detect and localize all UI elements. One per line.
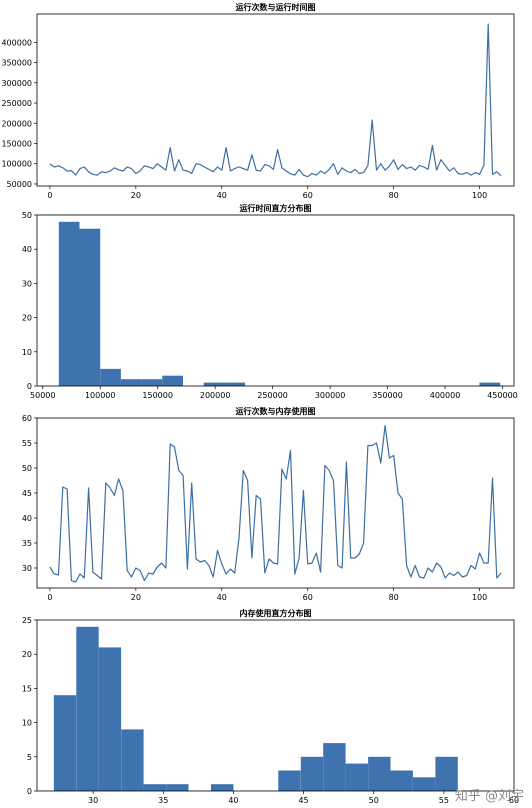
- plot-frame: [36, 214, 515, 387]
- x-tick-label: 200000: [200, 391, 231, 400]
- y-tick-label: 0: [27, 787, 32, 796]
- plot-frame: [36, 13, 515, 187]
- histogram-bar: [278, 770, 301, 791]
- y-tick-label: 20: [22, 314, 32, 323]
- series-line: [49, 424, 502, 583]
- x-tick-label: 20: [131, 593, 141, 602]
- x-tick-label: 40: [217, 191, 227, 200]
- histogram-bar: [203, 382, 225, 386]
- y-tick-label: 50: [22, 464, 32, 473]
- y-tick-label: 30: [22, 279, 32, 288]
- x-tick-label: 20: [131, 191, 141, 200]
- x-tick-label: 30: [88, 796, 98, 805]
- chart-title: 运行次数与内存使用图: [236, 406, 316, 416]
- x-tick-label: 50000: [30, 391, 55, 400]
- y-tick-label: 25: [22, 616, 32, 625]
- histogram-bar: [120, 379, 142, 386]
- chart-title: 运行次数与运行时间图: [236, 2, 316, 12]
- y-tick-label: 10: [22, 348, 32, 357]
- histogram-bar: [390, 770, 413, 791]
- histogram-bar: [76, 626, 99, 791]
- y-tick-label: 35: [22, 539, 32, 548]
- x-tick-label: 0: [47, 593, 52, 602]
- x-tick-label: 80: [389, 593, 399, 602]
- chart-title: 运行时间直方分布图: [240, 203, 312, 213]
- histogram-bar: [413, 777, 436, 791]
- y-tick-label: 0: [27, 382, 32, 391]
- x-tick-label: 450000: [487, 391, 518, 400]
- y-tick-label: 50000: [7, 180, 32, 189]
- y-tick-label: 150000: [1, 140, 32, 149]
- x-tick-label: 40: [228, 796, 238, 805]
- x-tick-label: 60: [303, 191, 313, 200]
- x-tick-label: 40: [217, 593, 227, 602]
- histogram-bar: [53, 695, 77, 791]
- y-tick-label: 40: [22, 245, 32, 254]
- y-tick-label: 10: [22, 719, 32, 728]
- y-tick-label: 200000: [1, 119, 32, 128]
- histogram-bar: [345, 763, 368, 791]
- x-tick-label: 80: [389, 191, 399, 200]
- histogram-bar: [121, 729, 144, 791]
- x-tick-label: 50: [369, 796, 379, 805]
- y-tick-label: 55: [22, 439, 32, 448]
- x-tick-label: 0: [47, 191, 52, 200]
- chart-1: 运行次数与运行时间图 0 20 40 60 80 100 50000 100000 150000 2…: [1, 2, 515, 200]
- x-tick-label: 250000: [257, 391, 288, 400]
- y-tick-label: 5: [27, 753, 32, 762]
- y-tick-label: 400000: [1, 38, 32, 47]
- y-tick-label: 40: [22, 514, 32, 523]
- histogram-bar: [100, 368, 121, 386]
- x-tick-label: 35: [158, 796, 168, 805]
- series-line: [49, 23, 502, 178]
- x-tick-label: 55: [439, 796, 449, 805]
- y-tick-label: 30: [22, 564, 32, 573]
- y-tick-label: 100000: [1, 160, 32, 169]
- plot-frame: [36, 619, 515, 792]
- x-tick-label: 60: [509, 796, 519, 805]
- histogram-bar: [141, 379, 163, 386]
- x-tick-label: 150000: [142, 391, 173, 400]
- x-tick-label: 45: [298, 796, 308, 805]
- histogram-bar: [98, 647, 122, 791]
- chart-4: 内存使用直方分布图 30 35 40 45 50 55 60 0 5 10 15 20 25: [22, 608, 519, 805]
- y-tick-label: 50: [22, 211, 32, 220]
- chart-3: 运行次数与内存使用图 0 20 40 60 80 100 30 35 40 45 50 55 60: [22, 406, 515, 602]
- y-tick-label: 45: [22, 489, 32, 498]
- histogram-bar: [58, 221, 80, 386]
- y-tick-label: 300000: [1, 79, 32, 88]
- histogram-bar: [368, 756, 391, 791]
- x-tick-label: 100000: [85, 391, 116, 400]
- histogram-bar: [435, 756, 458, 791]
- y-tick-label: 15: [22, 684, 32, 693]
- histogram-bar: [166, 784, 189, 791]
- y-tick-label: 350000: [1, 59, 32, 68]
- x-tick-label: 300000: [315, 391, 346, 400]
- histogram-bar: [143, 784, 166, 791]
- x-tick-label: 60: [303, 593, 313, 602]
- histogram-bar: [79, 228, 101, 386]
- x-tick-label: 350000: [372, 391, 403, 400]
- y-tick-label: 60: [22, 414, 32, 423]
- x-tick-label: 100: [472, 191, 487, 200]
- histogram-bar: [479, 382, 501, 386]
- x-tick-label: 100: [472, 593, 487, 602]
- histogram-bar: [323, 743, 346, 791]
- y-tick-label: 20: [22, 650, 32, 659]
- histogram-bar: [211, 784, 234, 791]
- watermark: 知乎 @刘宇: [454, 789, 524, 804]
- histogram-bar: [224, 382, 246, 386]
- plot-frame: [36, 417, 515, 589]
- chart-2: 运行时间直方分布图 50000 100000 150000 200000 250000 30…: [22, 203, 518, 400]
- y-tick-label: 250000: [1, 99, 32, 108]
- histogram-bar: [300, 756, 324, 791]
- x-tick-label: 400000: [430, 391, 461, 400]
- histogram-bar: [162, 375, 183, 386]
- chart-title: 内存使用直方分布图: [240, 608, 312, 618]
